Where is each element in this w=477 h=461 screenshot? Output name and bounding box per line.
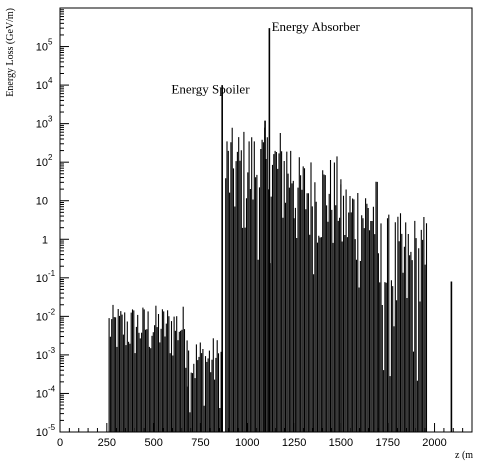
x-axis-ticks: 0 250 500 750 1000 1250 1500 1750 2000 (57, 423, 464, 449)
y-tick-label: 10 (36, 80, 48, 92)
y-tick-label: 1 (42, 234, 48, 246)
y-axis-label: Energy Loss (GeV/m) (5, 8, 16, 97)
y-tick-exponent: 5 (48, 38, 53, 47)
y-tick-label: 10 (36, 119, 48, 131)
y-tick-label: 10 (36, 196, 48, 208)
x-tick-label: 1500 (329, 437, 353, 449)
x-tick-label: 2000 (422, 437, 446, 449)
histogram-spikes (221, 28, 453, 432)
y-tick-exponent: 3 (48, 115, 53, 124)
annotations: Energy Absorber Energy Spoiler (171, 19, 360, 96)
annotation-label: Energy Absorber (272, 19, 361, 34)
y-tick-exponent: -2 (48, 307, 56, 316)
y-tick-label: 10 (36, 157, 48, 169)
x-tick-label: 1750 (375, 437, 399, 449)
x-tick-label: 250 (98, 437, 116, 449)
y-tick-exponent: 4 (48, 76, 53, 85)
x-tick-label: 750 (191, 437, 209, 449)
x-axis-label: z (m (455, 450, 473, 461)
y-tick-label: 10 (36, 427, 48, 439)
y-tick-exponent: -1 (48, 269, 56, 278)
y-tick-exponent: -5 (48, 423, 56, 432)
y-tick-label: 10 (36, 388, 48, 400)
y-tick-label: 10 (36, 273, 48, 285)
y-tick-label: 10 (36, 350, 48, 362)
y-tick-label: 10 (36, 311, 48, 323)
y-tick-exponent: -4 (48, 384, 56, 393)
y-tick-label: 10 (36, 42, 48, 54)
y-tick-exponent: -3 (48, 346, 56, 355)
x-tick-label: 1250 (282, 437, 306, 449)
y-tick-exponent: 2 (48, 153, 53, 162)
x-tick-label: 1000 (235, 437, 259, 449)
x-tick-label: 0 (57, 437, 63, 449)
histogram-bars (108, 127, 428, 432)
annotation-label: Energy Spoiler (171, 82, 250, 97)
x-tick-label: 500 (144, 437, 162, 449)
